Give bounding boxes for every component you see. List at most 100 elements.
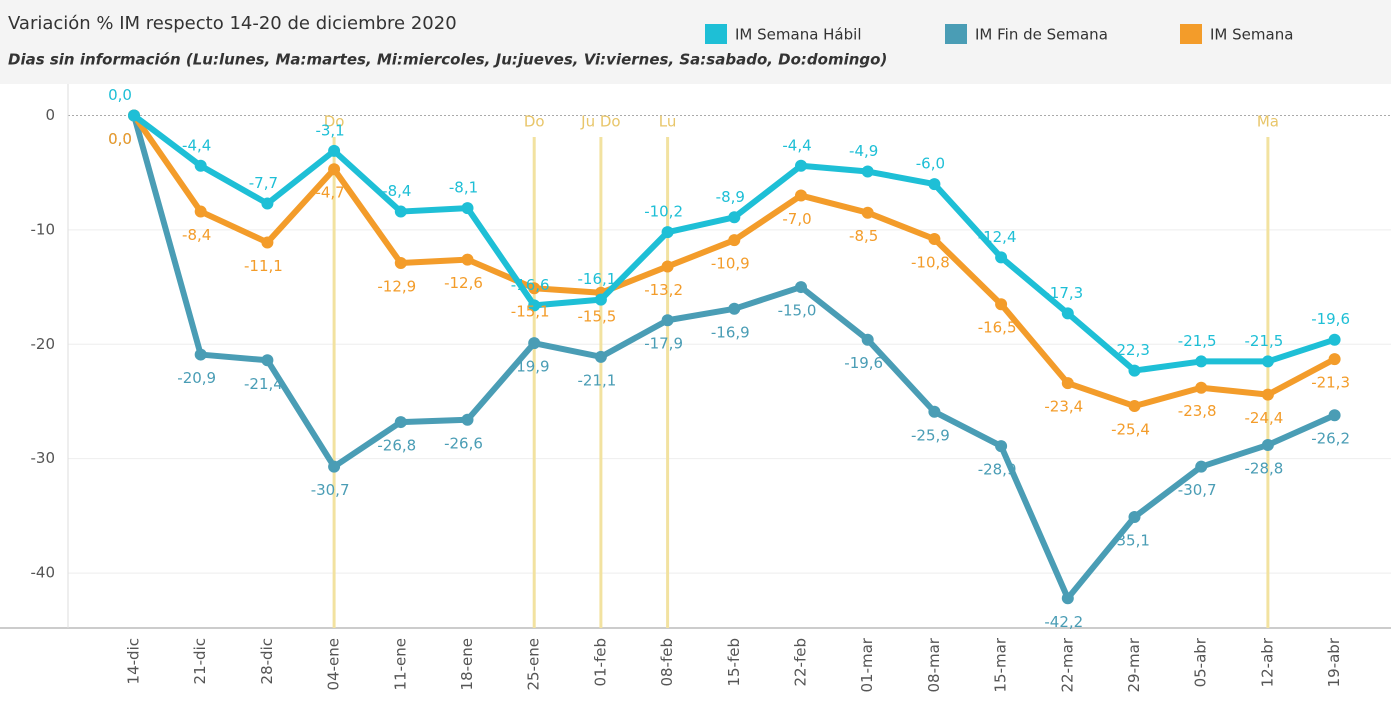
point <box>528 337 541 350</box>
value-label: -7,7 <box>249 174 278 192</box>
value-label: -10,2 <box>644 203 683 221</box>
point <box>795 281 807 294</box>
value-label: -8,1 <box>449 179 478 197</box>
value-label: -12,6 <box>444 274 483 292</box>
x-tick-label: 22-feb <box>792 638 810 687</box>
x-tick-label: 22-mar <box>1058 637 1076 692</box>
point <box>261 236 274 249</box>
value-label: -21,4 <box>244 375 283 393</box>
point <box>1128 364 1141 377</box>
point <box>1261 388 1274 401</box>
legend-label: IM Semana <box>1210 26 1293 44</box>
reference-label: Ju Do <box>580 113 620 131</box>
point <box>328 144 341 157</box>
point <box>328 163 341 176</box>
point <box>861 333 874 346</box>
value-label: -22,3 <box>1111 341 1150 359</box>
value-label: -8,4 <box>382 182 411 200</box>
point <box>261 197 274 210</box>
point <box>928 178 941 191</box>
value-label: -10,8 <box>911 254 950 272</box>
value-label: -30,7 <box>1178 481 1217 499</box>
value-label: -16,9 <box>711 323 750 341</box>
point <box>461 202 474 215</box>
value-label: -20,9 <box>177 369 216 387</box>
value-label: -3,1 <box>315 121 344 139</box>
point <box>1328 353 1341 366</box>
value-label: -35,1 <box>1111 532 1150 550</box>
value-label: -15,1 <box>511 303 550 321</box>
value-label: -13,2 <box>644 281 683 299</box>
point <box>594 293 607 306</box>
x-tick-label: 15-feb <box>725 638 743 687</box>
value-label: -19,9 <box>511 358 550 376</box>
point <box>328 460 341 473</box>
point <box>394 416 407 429</box>
value-label: -8,4 <box>182 226 211 244</box>
point <box>728 302 741 315</box>
value-label: -19,6 <box>1311 310 1350 328</box>
point <box>928 405 941 418</box>
x-tick-label: 14-dic <box>125 638 143 684</box>
point <box>1195 355 1208 368</box>
point <box>1195 460 1208 473</box>
legend-swatch <box>1180 24 1202 44</box>
value-label: -21,5 <box>1244 332 1283 350</box>
value-label: -28,9 <box>978 461 1017 479</box>
chart-subtitle: Dias sin información (Lu:lunes, Ma:marte… <box>8 51 887 69</box>
x-tick-label: 18-ene <box>458 638 476 690</box>
value-label: -30,7 <box>311 481 350 499</box>
point <box>795 189 807 202</box>
value-label: -26,2 <box>1311 430 1350 448</box>
point <box>661 226 674 239</box>
header-bg <box>0 0 1391 84</box>
x-tick-label: 15-mar <box>992 637 1010 692</box>
x-tick-label: 19-abr <box>1325 637 1343 687</box>
x-tick-label: 01-mar <box>858 637 876 692</box>
value-label: -21,5 <box>1178 332 1217 350</box>
point <box>728 234 741 247</box>
x-tick-label: 04-ene <box>325 638 343 690</box>
value-label: -23,8 <box>1178 402 1217 420</box>
value-label: -4,9 <box>849 142 878 160</box>
x-tick-label: 08-feb <box>658 638 676 687</box>
reference-label: Lu <box>659 113 677 131</box>
point <box>528 282 541 295</box>
y-tick-label: -30 <box>31 449 56 467</box>
legend-label: IM Fin de Semana <box>975 26 1108 44</box>
point <box>528 299 541 312</box>
value-label: -6,0 <box>916 155 945 173</box>
value-label: -23,4 <box>1044 398 1083 416</box>
point <box>928 233 941 246</box>
x-tick-label: 25-ene <box>525 638 543 690</box>
value-label: -17,3 <box>1044 284 1083 302</box>
reference-label: Do <box>324 113 345 131</box>
y-tick-label: 0 <box>45 106 55 124</box>
reference-label: Do <box>524 113 545 131</box>
point <box>1261 438 1274 451</box>
point <box>1061 307 1074 320</box>
value-label: -21,3 <box>1311 374 1350 392</box>
value-label: 0,0 <box>108 130 132 148</box>
legend-swatch <box>945 24 967 44</box>
point <box>394 205 407 218</box>
point <box>194 205 207 218</box>
point <box>261 354 274 367</box>
value-label: -4,4 <box>782 136 811 154</box>
value-label: -17,9 <box>644 335 683 353</box>
x-tick-label: 12-abr <box>1258 637 1276 687</box>
value-label: 0,0 <box>108 86 132 104</box>
x-tick-label: 01-feb <box>591 638 609 687</box>
value-label: -12,9 <box>377 278 416 296</box>
point <box>461 413 474 426</box>
x-tick-label: 28-dic <box>258 638 276 684</box>
value-label: -4,4 <box>182 136 211 154</box>
value-label: -8,9 <box>716 188 745 206</box>
value-label: -21,1 <box>577 371 616 389</box>
value-label: -10,9 <box>711 255 750 273</box>
point <box>661 260 674 273</box>
value-label: -42,2 <box>1044 613 1083 631</box>
value-label: -16,5 <box>978 319 1017 337</box>
value-label: -12,4 <box>978 228 1017 246</box>
